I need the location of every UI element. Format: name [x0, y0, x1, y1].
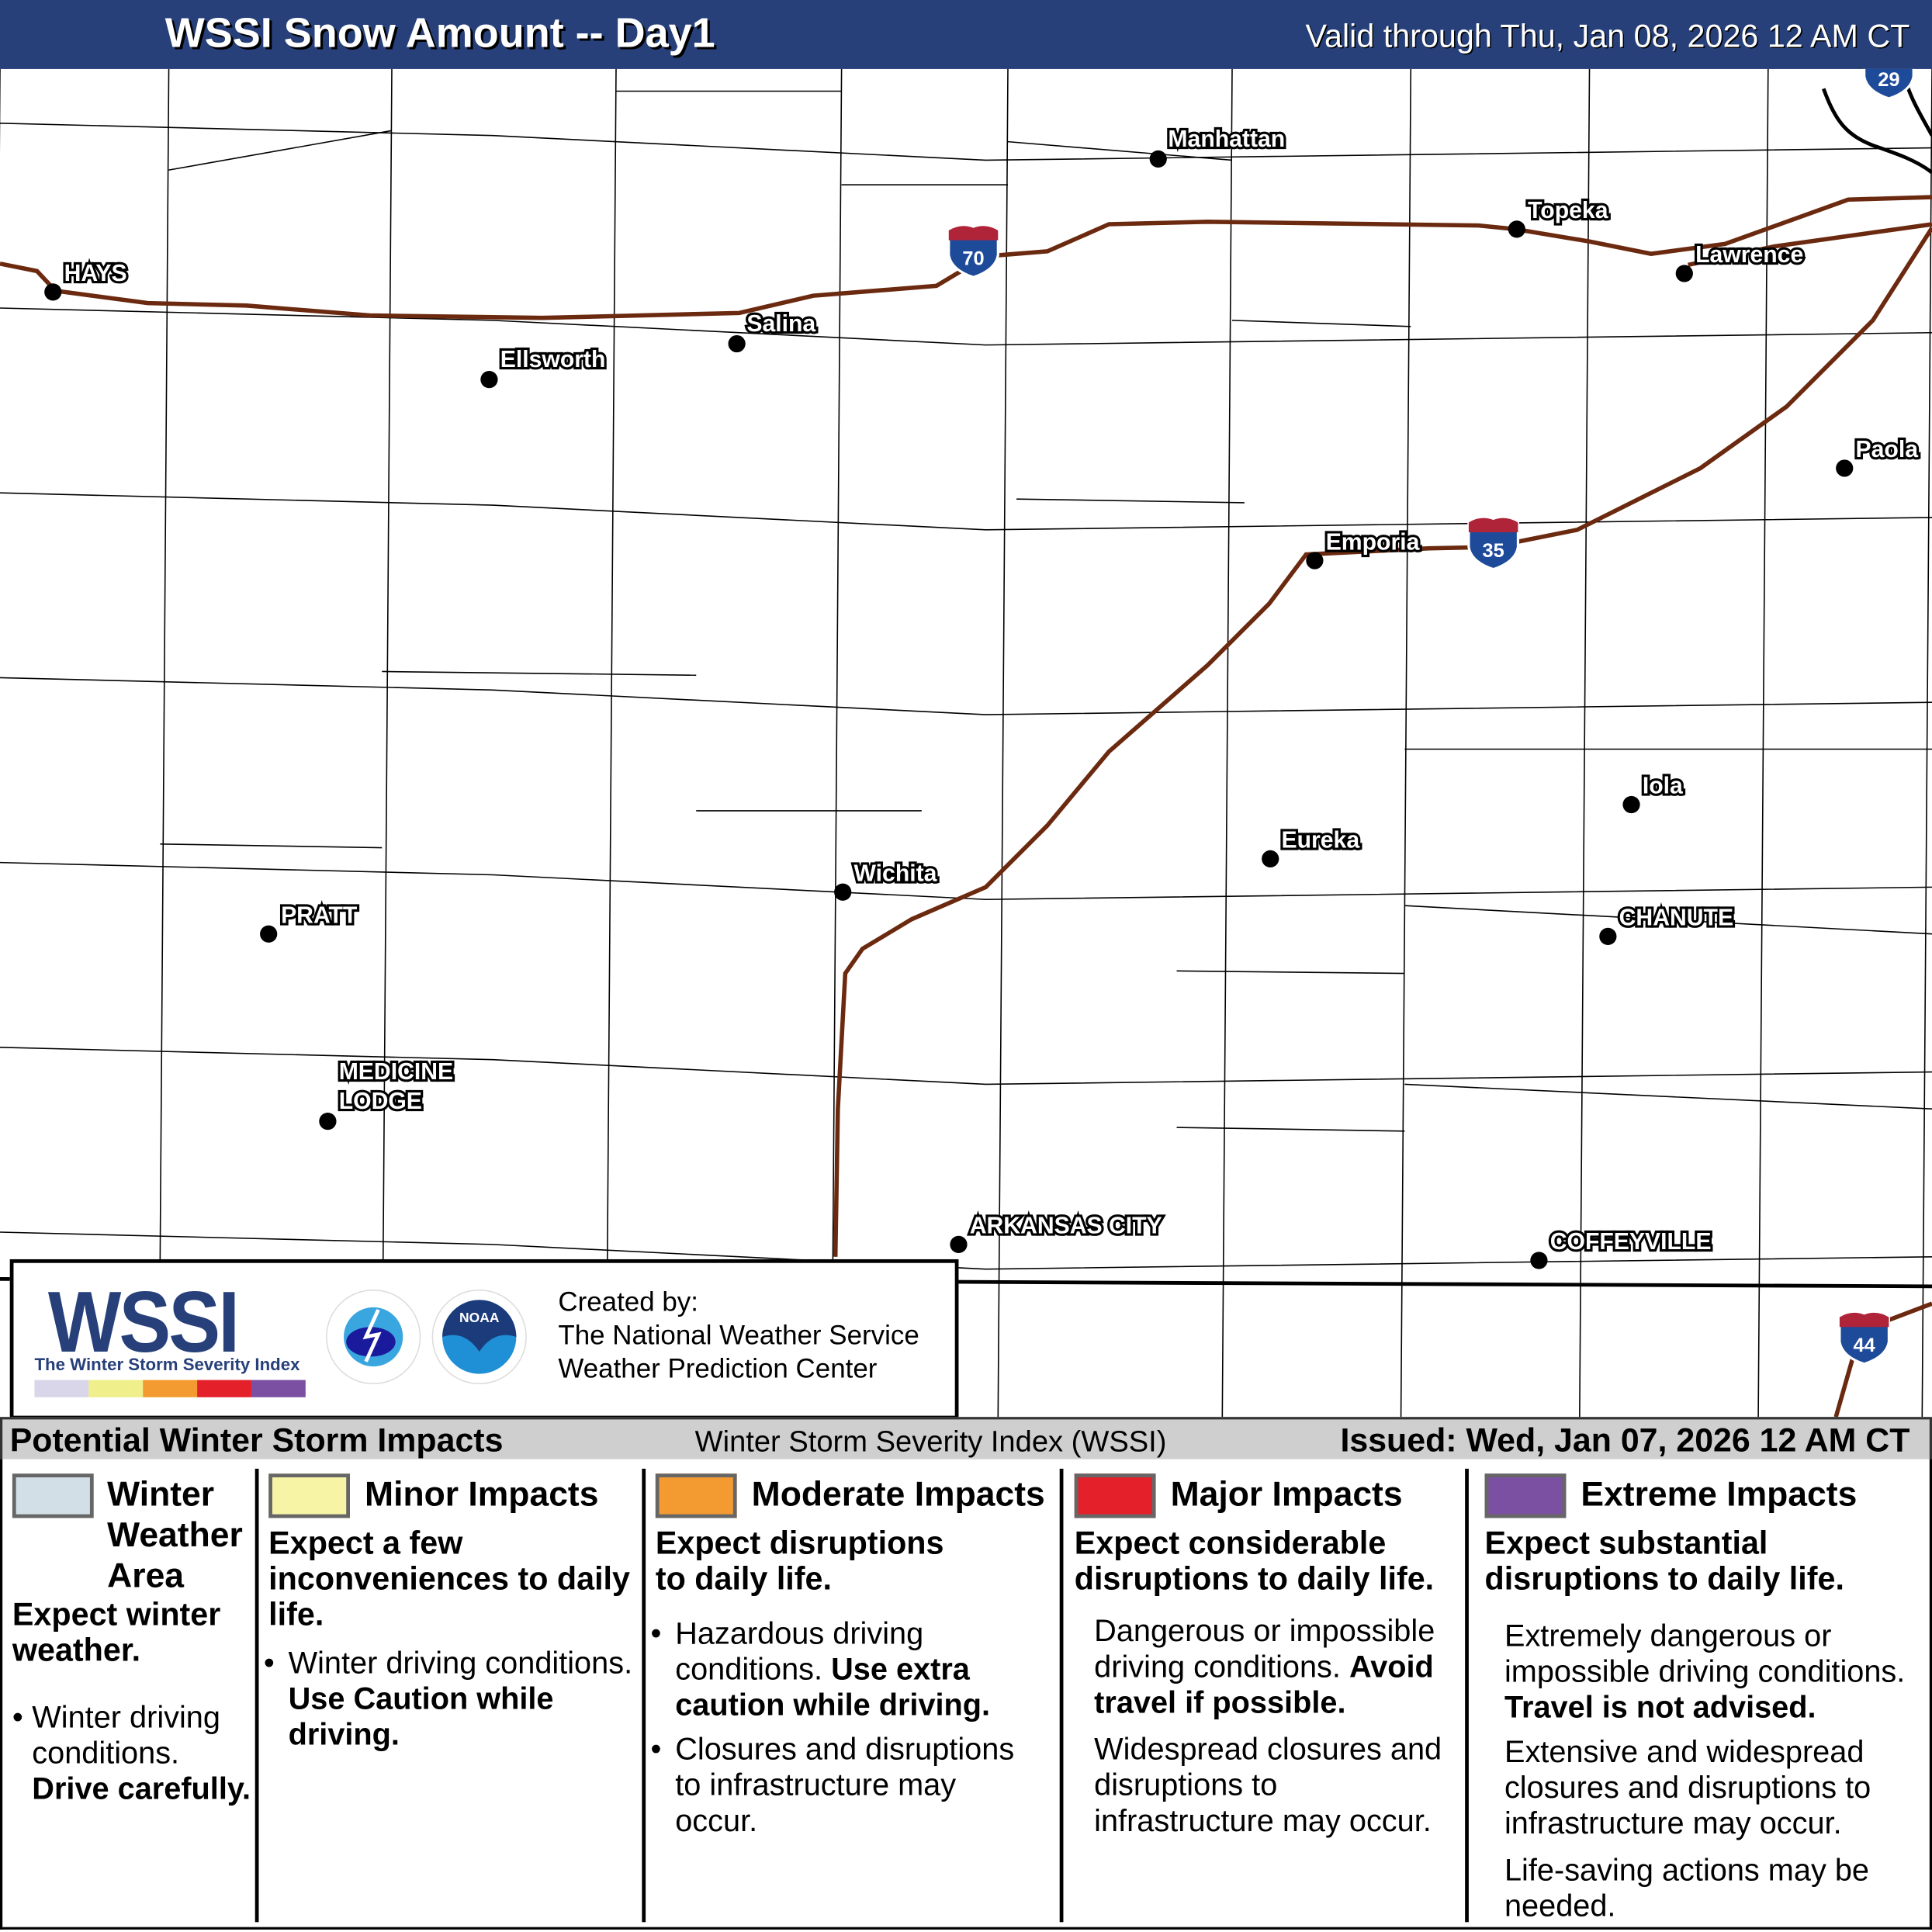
city-dot — [319, 1112, 337, 1130]
interstate-shield-44: 44 — [1838, 1311, 1891, 1366]
legend-extreme-impacts: Extreme Impacts Expect substantial disru… — [1484, 1473, 1906, 1923]
nws-logo-icon — [326, 1289, 421, 1385]
city-label: Emporia — [1326, 529, 1420, 555]
city-label: Salina — [746, 311, 815, 337]
impact-legend: Winter Weather Area Expect winter weather.… — [0, 1459, 1932, 1930]
credits-box: WSSI The Winter Storm Severity Index NOA… — [9, 1259, 959, 1420]
city-dot — [1622, 795, 1640, 814]
city-label: LODGE — [339, 1089, 422, 1114]
index-name: Winter Storm Severity Index (WSSI) — [694, 1425, 1167, 1459]
city-dot — [1149, 150, 1167, 168]
city-label: Paola — [1856, 437, 1919, 462]
city-label: Topeka — [1528, 198, 1608, 223]
city-dot — [950, 1235, 968, 1254]
header-bar: WSSI Snow Amount -- Day1 Valid through T… — [0, 0, 1932, 69]
city-dot — [834, 883, 852, 901]
city-label: MEDICINE — [339, 1059, 453, 1085]
legend-moderate-impacts: Moderate Impacts Expect disruptions to d… — [650, 1473, 1045, 1839]
map: 70 35 44 29 HAYS Ellsworth Salina Manhattan Top… — [0, 68, 1932, 1418]
legend-minor-impacts: Minor Impacts Expect a few inconvenience… — [263, 1473, 633, 1753]
city-label: ARKANSAS CITY — [970, 1214, 1162, 1239]
city-label: Wichita — [853, 860, 937, 886]
interstate-shield-70: 70 — [947, 224, 999, 279]
svg-text:NOAA: NOAA — [459, 1310, 500, 1325]
map-title: WSSI Snow Amount -- Day1 — [164, 9, 715, 57]
interstate-shield-29: 29 — [1863, 68, 1915, 100]
city-dot — [1508, 220, 1525, 238]
wssi-logo-subtitle: The Winter Storm Severity Index — [34, 1354, 300, 1374]
swatch — [1074, 1473, 1156, 1518]
legend-major-impacts: Major Impacts Expect considerable disrup… — [1074, 1473, 1442, 1839]
swatch — [1484, 1473, 1567, 1518]
wssi-logo: WSSI — [47, 1274, 240, 1370]
noaa-logo-icon: NOAA — [431, 1289, 527, 1385]
city-dot — [480, 370, 498, 389]
issued-time: Issued: Wed, Jan 07, 2026 12 AM CT — [1340, 1421, 1910, 1459]
legend-title: Potential Winter Storm Impacts — [9, 1421, 504, 1459]
city-dot — [1262, 850, 1279, 867]
nws-noaa-logos: NOAA — [326, 1289, 527, 1385]
city-label: Manhattan — [1168, 126, 1285, 152]
valid-through: Valid through Thu, Jan 08, 2026 12 AM CT — [1305, 17, 1910, 54]
city-dot — [728, 334, 746, 353]
legend-title-bar: Potential Winter Storm Impacts Winter St… — [0, 1417, 1932, 1462]
city-label: PRATT — [281, 902, 358, 928]
city-dot — [260, 925, 278, 943]
svg-text:29: 29 — [1878, 69, 1899, 91]
svg-text:35: 35 — [1483, 540, 1504, 562]
i35-road — [833, 227, 1932, 1257]
interstate-shield-35: 35 — [1467, 517, 1520, 571]
city-label: Eureka — [1282, 828, 1360, 853]
swatch — [12, 1473, 94, 1518]
city-dot — [1530, 1252, 1548, 1269]
city-dot — [1675, 265, 1693, 282]
city-dot — [1306, 552, 1324, 570]
city-label: Ellsworth — [500, 347, 606, 372]
swatch — [655, 1473, 737, 1518]
city-label: CHANUTE — [1619, 905, 1733, 931]
city-label: Iola — [1643, 774, 1683, 799]
city-dot — [1599, 927, 1617, 946]
legend-winter-weather-area: Winter Weather Area Expect winter weather.… — [12, 1473, 251, 1807]
svg-text:44: 44 — [1854, 1335, 1875, 1356]
i335-road — [1687, 222, 1932, 268]
created-by: Created by: The National Weather Service… — [558, 1286, 919, 1384]
county-boundaries — [0, 68, 1932, 1418]
city-dot — [1836, 459, 1854, 477]
city-label: COFFEYVILLE — [1550, 1229, 1712, 1255]
svg-text:70: 70 — [962, 248, 984, 269]
city-label: Lawrence — [1695, 242, 1803, 268]
swatch — [268, 1473, 350, 1518]
wssi-color-bar — [34, 1380, 306, 1397]
city-dot — [44, 283, 62, 301]
city-label: HAYS — [64, 261, 127, 286]
